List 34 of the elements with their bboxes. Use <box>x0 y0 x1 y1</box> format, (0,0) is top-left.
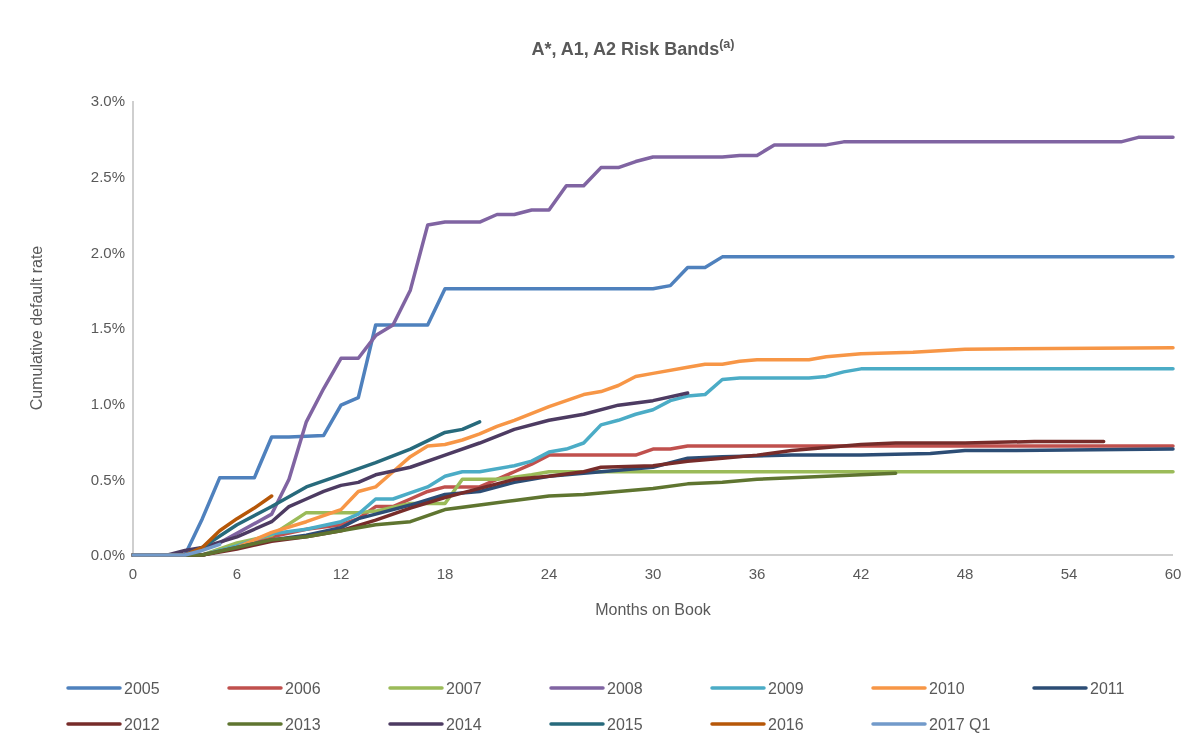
y-tick-label: 0.5% <box>90 470 125 488</box>
legend-label: 2014 <box>446 715 482 733</box>
legend-label: 2017 Q1 <box>929 715 991 733</box>
x-tick-label: 42 <box>852 565 870 582</box>
legend-label: 2006 <box>285 679 321 697</box>
y-tick-label: 1.5% <box>90 319 125 337</box>
chart-title: A*, A1, A2 Risk Bands$^{(a)}$ <box>531 37 735 59</box>
y-tick-label: 0.0% <box>90 546 125 564</box>
x-tick-label: 54 <box>1060 565 1078 582</box>
x-tick-label: 6 <box>232 565 242 582</box>
y-tick-label: 3.0% <box>90 92 125 110</box>
legend-label: 2010 <box>929 679 965 697</box>
legend-label: 2016 <box>768 715 804 733</box>
x-tick-label: 18 <box>436 565 454 582</box>
y-tick-label: 1.0% <box>90 394 125 412</box>
y-tick-label: 2.5% <box>90 167 125 185</box>
legend-label: 2009 <box>768 679 804 697</box>
x-tick-label: 60 <box>1164 565 1182 582</box>
x-tick-label: 30 <box>644 565 662 582</box>
legend-label: 2012 <box>124 715 160 733</box>
legend-label: 2007 <box>446 679 482 697</box>
x-tick-label: 24 <box>540 565 558 582</box>
x-axis-title: Months on Book <box>595 601 712 618</box>
legend-label: 2005 <box>124 679 160 697</box>
legend-label: 2008 <box>607 679 643 697</box>
x-tick-label: 48 <box>956 565 974 582</box>
legend-label: 2011 <box>1090 679 1125 697</box>
x-tick-label: 0 <box>128 565 138 582</box>
y-axis-title: Cumulative default rate <box>28 245 45 411</box>
legend-label: 2015 <box>607 715 643 733</box>
x-tick-label: 36 <box>748 565 766 582</box>
x-tick-label: 12 <box>332 565 350 582</box>
legend-label: 2013 <box>285 715 321 733</box>
y-tick-label: 2.0% <box>90 243 125 261</box>
